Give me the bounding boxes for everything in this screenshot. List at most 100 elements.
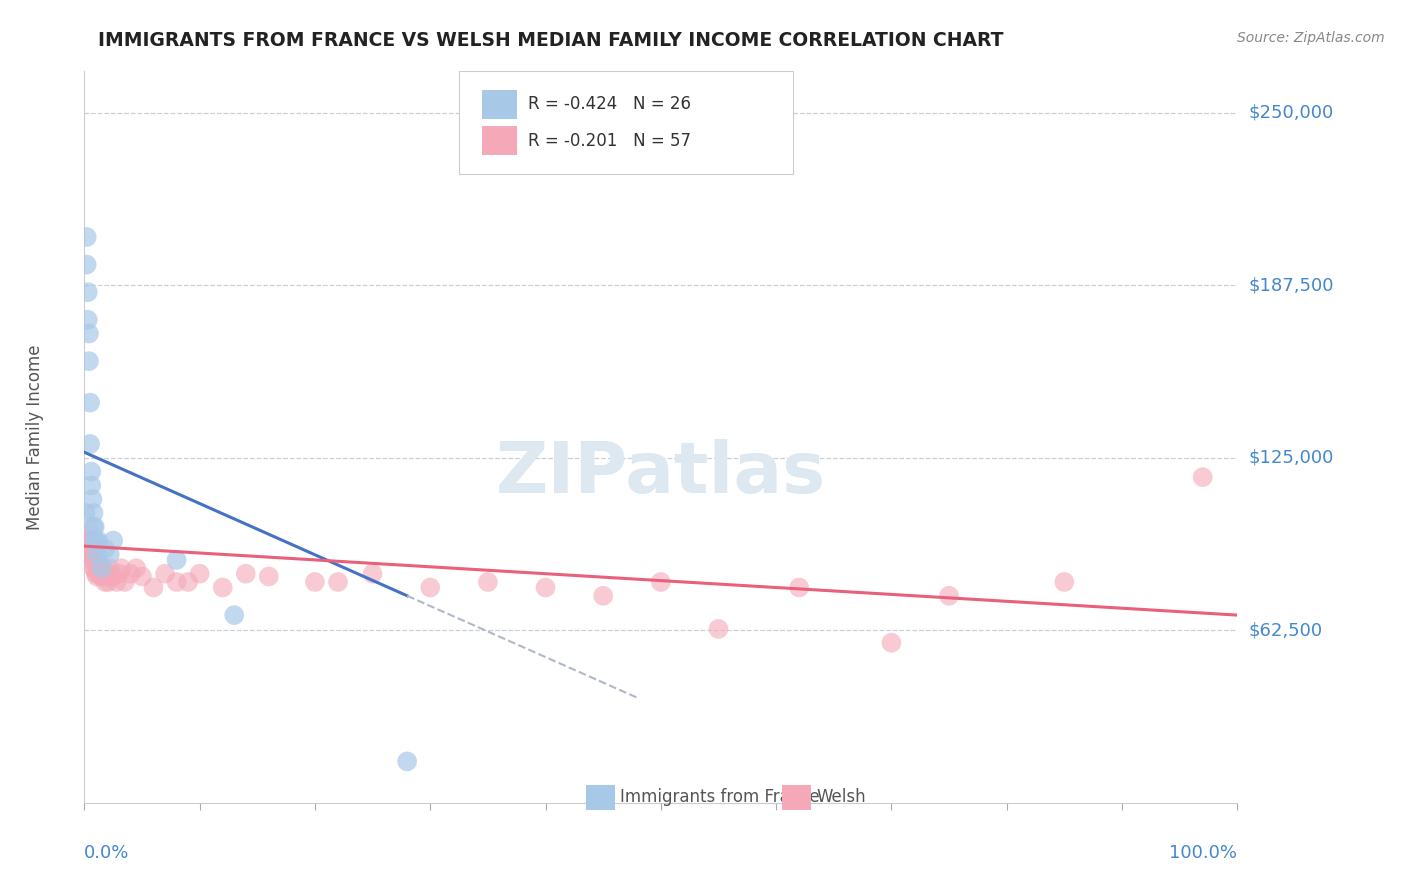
Point [76,285,98,300]
Point [361,566,384,581]
Text: ZIPatlas: ZIPatlas [496,439,825,508]
Bar [482,89,517,119]
Text: $62,500: $62,500 [1249,622,1323,640]
Point [82,492,104,507]
FancyBboxPatch shape [460,71,793,174]
Point [707,622,730,636]
Point [94,574,117,589]
Point [87,533,110,548]
Point [89,566,111,581]
Point [97,574,120,589]
Point [105,574,128,589]
Point [534,581,557,595]
Text: Source: ZipAtlas.com: Source: ZipAtlas.com [1237,31,1385,45]
Point [79,395,101,409]
Point [477,574,499,589]
Point [650,574,672,589]
Point [880,636,903,650]
Point [87,556,110,570]
Point [93,566,115,581]
Point [79,548,101,562]
Text: 0.0%: 0.0% [84,845,129,863]
Bar [586,785,614,810]
Point [592,589,614,603]
Point [120,566,142,581]
Point [77,326,100,341]
Point [235,566,257,581]
Bar [482,126,517,155]
Point [211,581,233,595]
Point [153,566,176,581]
Point [75,506,97,520]
Point [77,354,100,368]
Point [76,533,98,548]
Point [257,569,280,583]
Point [224,608,246,623]
Point [108,566,131,581]
Text: 100.0%: 100.0% [1170,845,1237,863]
Point [79,533,101,548]
Point [419,581,441,595]
Point [83,520,105,534]
Point [84,566,107,581]
Text: Median Family Income: Median Family Income [25,344,44,530]
Point [83,548,105,562]
Point [80,478,103,492]
Point [96,566,118,581]
Point [76,312,98,326]
Point [84,533,107,548]
Point [188,566,211,581]
Point [80,548,103,562]
Point [86,548,108,562]
Text: IMMIGRANTS FROM FRANCE VS WELSH MEDIAN FAMILY INCOME CORRELATION CHART: IMMIGRANTS FROM FRANCE VS WELSH MEDIAN F… [98,31,1004,50]
Point [83,533,105,548]
Point [76,230,98,244]
Point [114,574,136,589]
Point [90,561,112,575]
Point [82,541,104,556]
Point [396,755,419,769]
Point [91,561,114,575]
Point [96,569,118,583]
Point [83,506,105,520]
Text: $250,000: $250,000 [1249,103,1334,122]
Point [98,561,121,575]
Point [166,574,188,589]
Point [787,581,810,595]
Text: R = -0.201   N = 57: R = -0.201 N = 57 [529,132,692,150]
Point [131,569,153,583]
Point [82,553,104,567]
Text: Welsh: Welsh [817,788,866,806]
Point [938,589,960,603]
Point [326,574,349,589]
Point [1053,574,1076,589]
Point [103,533,124,548]
Point [142,581,165,595]
Text: R = -0.424   N = 26: R = -0.424 N = 26 [529,95,692,113]
Point [166,553,188,567]
Point [110,561,132,575]
Point [86,569,108,583]
Point [103,569,124,583]
Point [304,574,326,589]
Point [83,520,105,534]
Point [94,541,117,556]
Point [76,258,98,272]
Point [89,558,111,573]
Point [79,437,101,451]
Point [90,569,112,583]
Point [80,465,103,479]
Point [83,553,105,567]
Point [83,561,105,575]
Point [77,525,100,540]
Point [125,561,148,575]
Point [98,548,121,562]
Point [177,574,200,589]
Point [83,561,105,575]
Bar [782,785,811,810]
Text: Immigrants from France: Immigrants from France [620,788,820,806]
Point [1191,470,1213,484]
Text: $125,000: $125,000 [1249,449,1334,467]
Point [75,533,97,548]
Text: $187,500: $187,500 [1249,277,1334,294]
